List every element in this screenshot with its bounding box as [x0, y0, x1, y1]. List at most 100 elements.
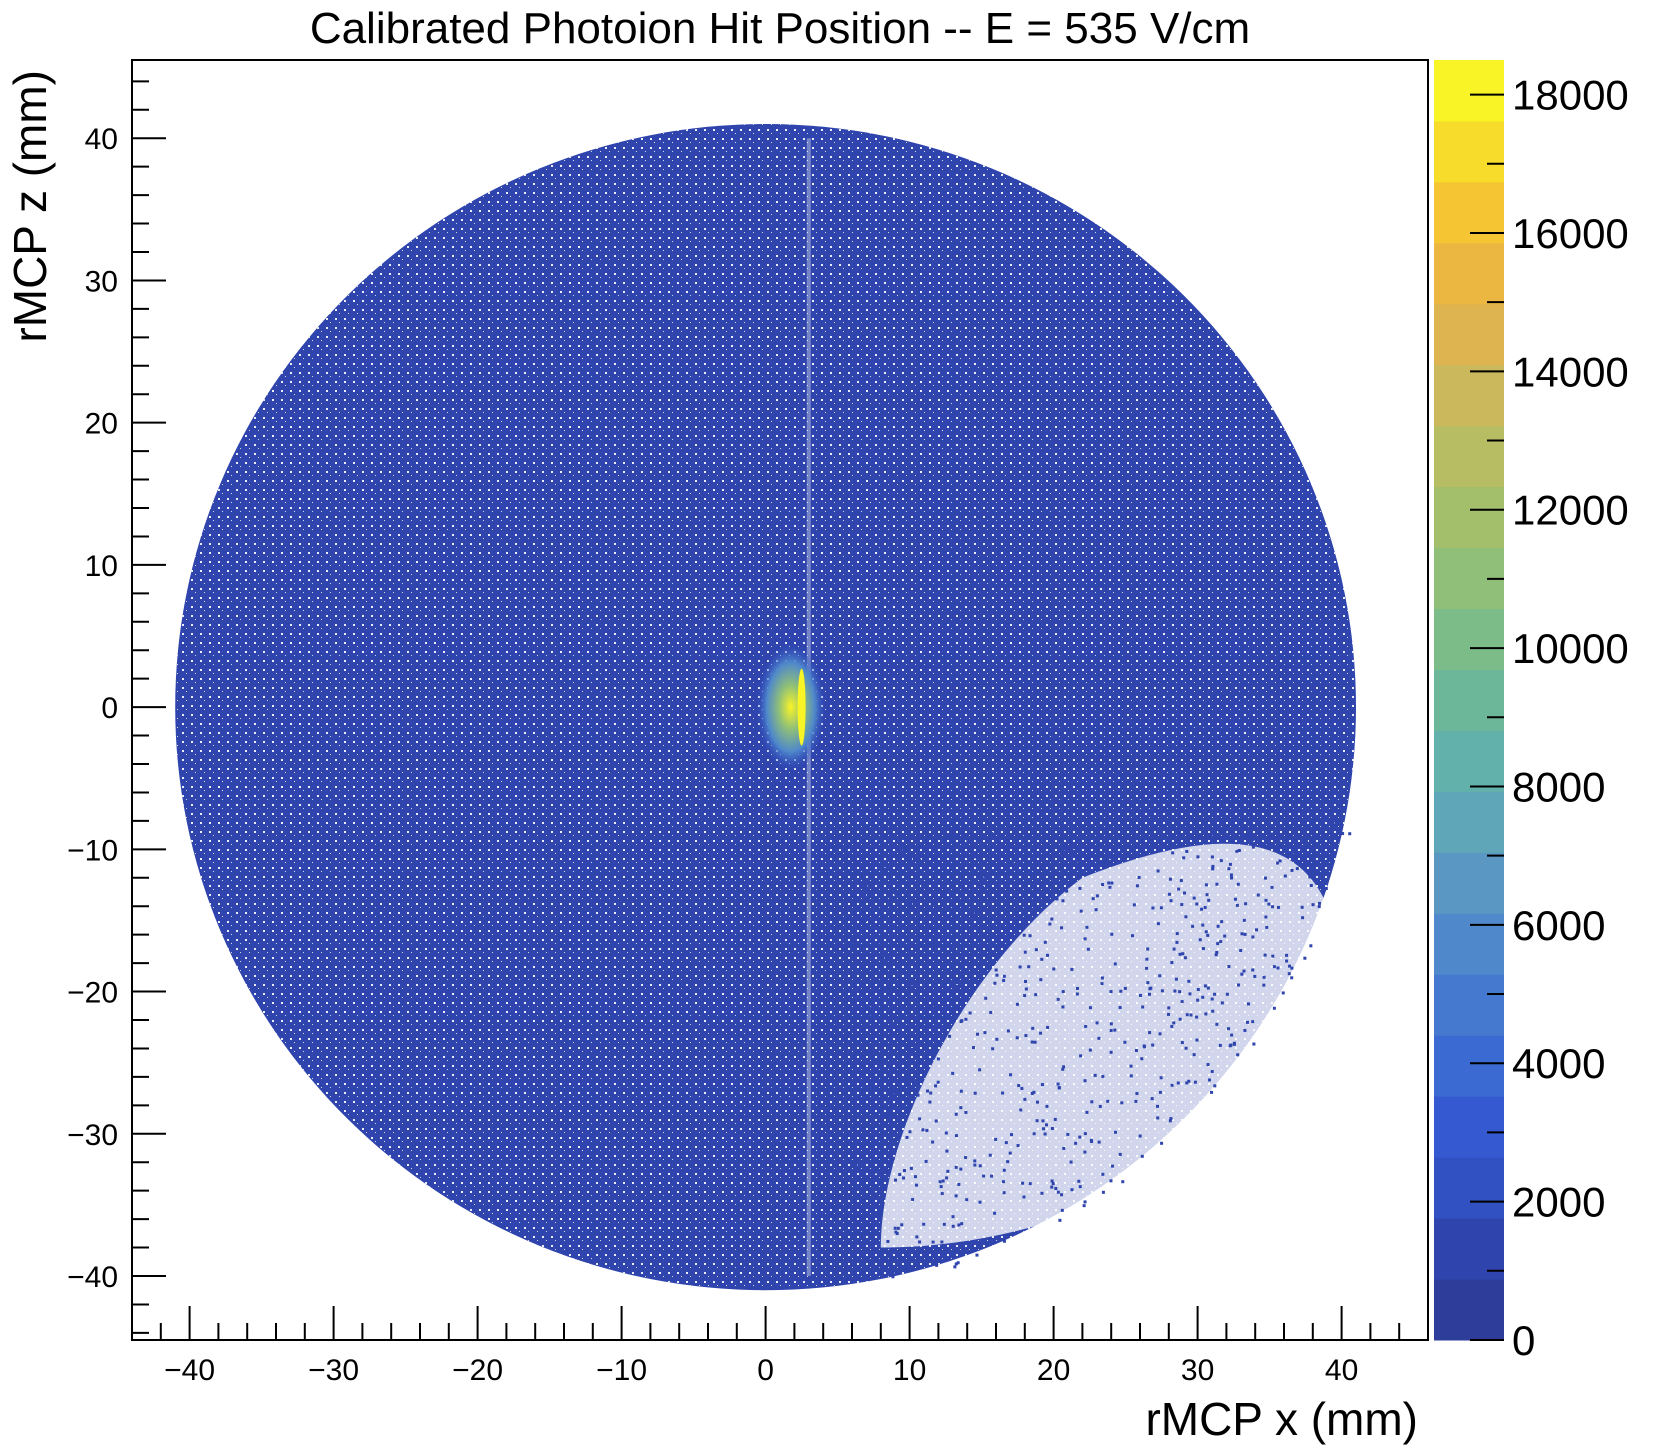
scatter-point [1083, 1150, 1087, 1154]
scatter-point [852, 999, 856, 1003]
scatter-point [1215, 1022, 1219, 1026]
scatter-point [1236, 882, 1240, 886]
scatter-point [993, 1211, 997, 1215]
scatter-point [1043, 1132, 1047, 1136]
scatter-point [1021, 925, 1025, 929]
colorbar-tick-label: 16000 [1512, 210, 1629, 257]
scatter-point [972, 1046, 976, 1050]
scatter-point [1146, 981, 1150, 985]
scatter-point [960, 1222, 964, 1226]
scatter-point [1251, 935, 1255, 939]
scatter-point [1159, 906, 1163, 910]
x-tick-label: 40 [1325, 1354, 1358, 1387]
scatter-point [1287, 972, 1291, 976]
scatter-point [1135, 1092, 1139, 1096]
colorbar-segment [1434, 60, 1504, 122]
scatter-point [863, 918, 867, 922]
scatter-point [1074, 1141, 1078, 1145]
scatter-point [1113, 962, 1117, 966]
scatter-point [953, 1265, 957, 1269]
scatter-point [1160, 1141, 1164, 1145]
scatter-point [964, 1110, 968, 1114]
scatter-point [1002, 1239, 1006, 1243]
heatmap-layer [175, 124, 1356, 1291]
scatter-point [902, 1031, 906, 1035]
scatter-point [1223, 829, 1227, 833]
y-tick-label: −10 [67, 834, 118, 867]
scatter-point [1167, 892, 1171, 896]
scatter-point [1290, 826, 1294, 830]
scatter-point [853, 860, 857, 864]
scatter-point [1264, 844, 1268, 848]
scatter-point [1300, 905, 1304, 909]
scatter-point [896, 1226, 900, 1230]
x-axis: −40 −30 −20 −10 0 10 20 30 40 [131, 1306, 1429, 1387]
scatter-point [1148, 992, 1152, 996]
scatter-point [910, 1047, 914, 1051]
scatter-point [1264, 915, 1268, 919]
y-tick-label: −40 [67, 1261, 118, 1294]
scatter-point [880, 1097, 884, 1101]
scatter-point [1178, 952, 1182, 956]
scatter-point [1189, 1013, 1193, 1017]
scatter-point [1171, 851, 1175, 855]
scatter-point [1145, 966, 1149, 970]
y-tick-label: 40 [85, 123, 118, 156]
scatter-point [1061, 1067, 1065, 1071]
scatter-point [974, 911, 978, 915]
scatter-point [1185, 1013, 1189, 1017]
scatter-point [887, 998, 891, 1002]
scatter-point [1021, 1181, 1025, 1185]
scatter-point [1034, 948, 1038, 952]
scatter-point [1043, 940, 1047, 944]
scatter-point [1147, 830, 1151, 834]
scatter-point [1290, 868, 1294, 872]
scatter-point [1078, 1135, 1082, 1139]
scatter-point [1051, 1182, 1055, 1186]
scatter-point [1085, 925, 1089, 929]
scatter-point [1200, 907, 1204, 911]
scatter-point [1244, 902, 1248, 906]
y-axis-title: rMCP z (mm) [4, 70, 56, 343]
scatter-point [1180, 903, 1184, 907]
scatter-point [1046, 953, 1050, 957]
scatter-point [1214, 953, 1218, 957]
scatter-point [1020, 1086, 1024, 1090]
scatter-point [1060, 1193, 1064, 1197]
scatter-point [1168, 877, 1172, 881]
scatter-point [1083, 937, 1087, 941]
scatter-point [1069, 1160, 1073, 1164]
scatter-point [1204, 883, 1208, 887]
scatter-point [867, 1013, 871, 1017]
scatter-point [1303, 855, 1307, 859]
scatter-point [1129, 1064, 1133, 1068]
scatter-point [1056, 997, 1060, 1001]
x-tick-label: 30 [1181, 1354, 1214, 1387]
scatter-point [902, 848, 906, 852]
scatter-point [1010, 1133, 1014, 1137]
scatter-point [1272, 965, 1276, 969]
scatter-point [1135, 884, 1139, 888]
scatter-point [1290, 976, 1294, 980]
scatter-point [878, 919, 882, 923]
scatter-point [994, 968, 998, 972]
scatter-point [918, 1240, 922, 1244]
scatter-point [954, 1112, 958, 1116]
scatter-point [1285, 959, 1289, 963]
scatter-point [1009, 1073, 1013, 1077]
scatter-point [940, 1240, 944, 1244]
scatter-point [1210, 1090, 1214, 1094]
scatter-point [930, 902, 934, 906]
colorbar-segment [1434, 1218, 1504, 1280]
scatter-point [1165, 845, 1169, 849]
scatter-point [988, 1153, 992, 1157]
scatter-point [961, 840, 965, 844]
x-tick-label: 20 [1037, 1354, 1070, 1387]
scatter-point [894, 892, 898, 896]
scatter-point [986, 874, 990, 878]
scatter-point [931, 1140, 935, 1144]
scatter-point [887, 1061, 891, 1065]
scatter-point [1098, 1104, 1102, 1108]
scatter-point [945, 1258, 949, 1262]
scatter-point [859, 900, 863, 904]
